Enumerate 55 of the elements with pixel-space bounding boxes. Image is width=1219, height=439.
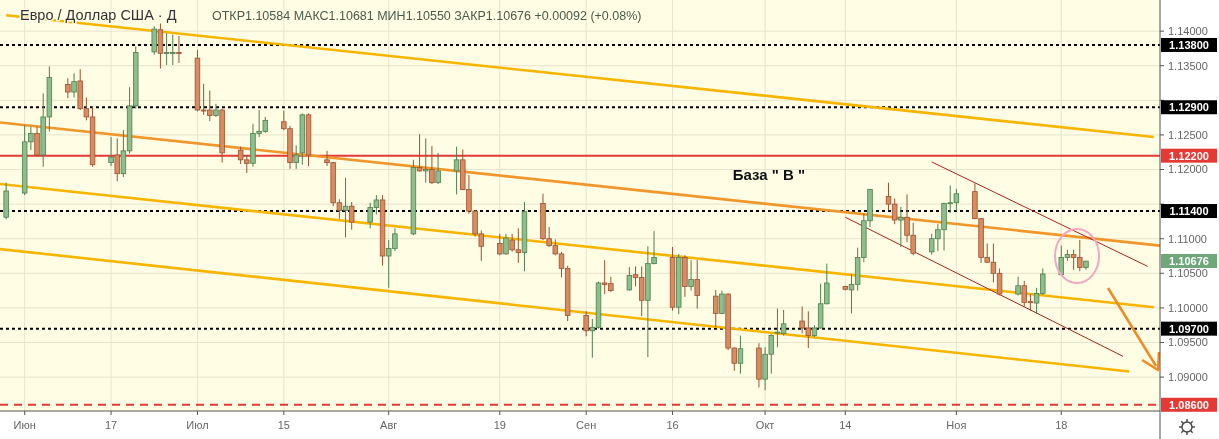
candlestick	[626, 266, 633, 292]
x-tick-label: 14	[839, 419, 852, 431]
candlestick	[108, 136, 114, 167]
candlestick	[688, 259, 694, 292]
candlestick	[416, 133, 423, 173]
candlestick	[694, 259, 700, 310]
candlestick	[453, 146, 460, 195]
candlestick	[34, 126, 40, 157]
ref-line-label: 1.12200	[1169, 149, 1209, 162]
candlestick	[429, 145, 435, 185]
x-tick-label: 16	[666, 419, 679, 431]
x-tick-label: Авг	[380, 419, 398, 431]
text: ОТКР1.10584 МАКС1.10681 МИН1.10550 ЗАКР1.10676 +0.00092 (+0.08%)	[212, 9, 642, 23]
candlestick	[423, 137, 429, 184]
candlestick	[713, 289, 719, 328]
x-tick-label: 18	[1055, 419, 1068, 431]
y-tick-label: 1.14000	[1168, 24, 1208, 37]
candlestick	[737, 335, 744, 375]
ref-line-label: 1.11400	[1169, 204, 1209, 217]
candlestick	[583, 310, 589, 337]
candlestick	[435, 152, 441, 185]
ref-line-label: 1.13800	[1169, 38, 1209, 51]
candlestick	[176, 35, 182, 64]
x-tick-label: Сен	[576, 419, 597, 431]
ref-line-label: 1.09700	[1169, 322, 1209, 335]
candlestick	[114, 137, 120, 182]
x-tick-label: Июл	[186, 419, 209, 431]
y-tick-label: 1.09000	[1168, 370, 1208, 383]
x-tick-label: 15	[277, 419, 290, 431]
y-tick-label: 1.13500	[1168, 59, 1208, 72]
y-tick-label: 1.12500	[1168, 128, 1208, 141]
candlestick	[71, 72, 77, 99]
ref-line-label: 1.08600	[1169, 398, 1209, 411]
candlestick	[348, 201, 355, 231]
y-tick-label: 1.11000	[1168, 232, 1207, 245]
y-tick-label: 1.10000	[1168, 301, 1208, 314]
candlestick	[213, 103, 219, 118]
candlestick	[293, 144, 299, 170]
text: 1.10676	[1169, 254, 1209, 267]
candlestick	[898, 206, 904, 248]
x-tick-label: Ноя	[946, 419, 967, 431]
candlestick	[503, 233, 509, 256]
y-tick-label: 1.10500	[1168, 267, 1208, 280]
candlestick	[151, 25, 157, 56]
x-tick-label: Окт	[755, 419, 775, 431]
x-tick-label: 17	[104, 419, 118, 431]
x-tick-label: Июн	[13, 419, 36, 431]
candlestick	[65, 77, 71, 99]
annotation: База " В "	[732, 166, 806, 184]
y-tick-label: 1.09500	[1168, 336, 1208, 349]
ref-line-label: 1.12900	[1169, 101, 1209, 114]
candlestick	[342, 177, 349, 238]
y-tick-label: 1.12000	[1168, 163, 1208, 176]
x-tick-label: 19	[493, 419, 506, 431]
candlestick	[157, 23, 164, 69]
